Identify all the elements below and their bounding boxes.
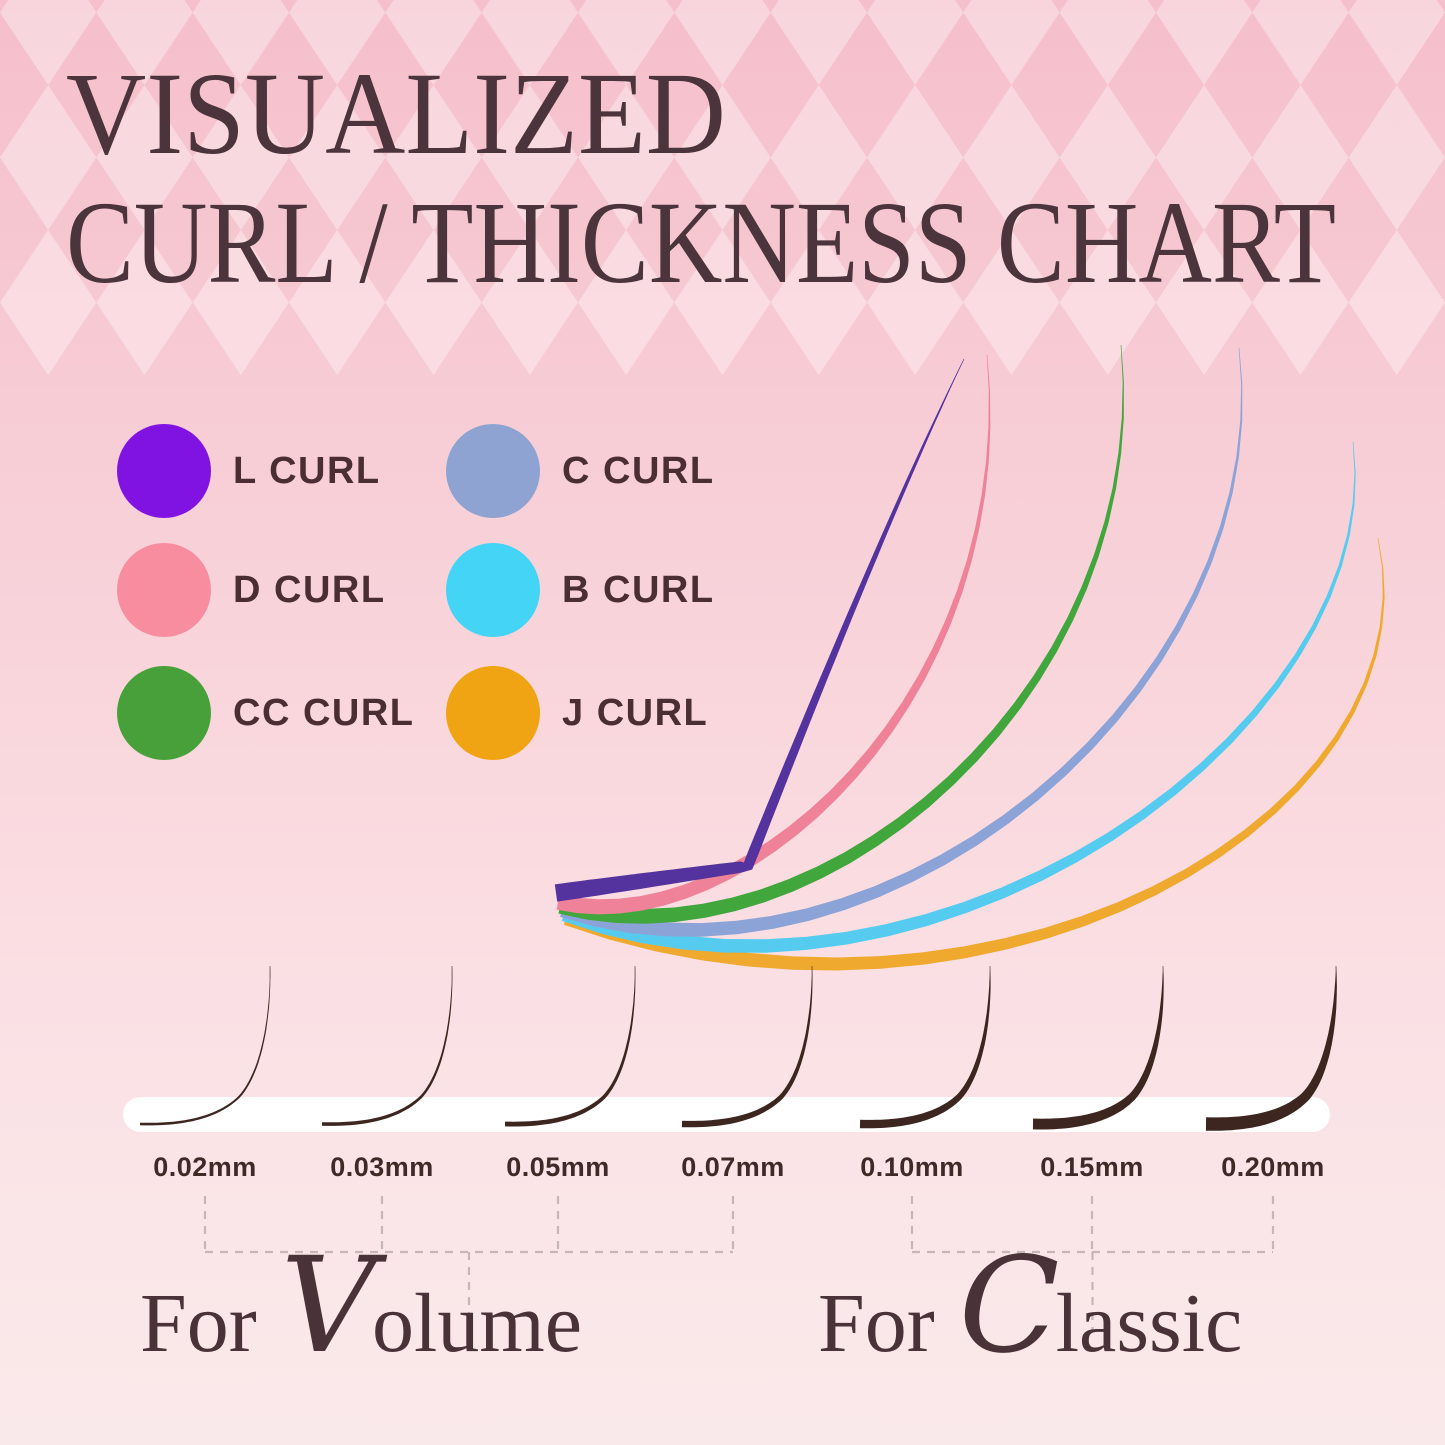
for-volume-initial: V	[280, 1229, 377, 1383]
legend-label: J CURL	[562, 691, 709, 734]
legend-item: C CURL	[446, 424, 715, 518]
thickness-label-4: 0.10mm	[860, 1152, 964, 1182]
for-volume-prefix: For	[140, 1277, 257, 1370]
thickness-label-6: 0.20mm	[1221, 1152, 1325, 1182]
page-title-line2: CURL / THICKNESS CHART	[66, 177, 1336, 308]
thickness-label-5: 0.15mm	[1040, 1152, 1144, 1182]
legend-label: C CURL	[562, 449, 715, 492]
legend-item: J CURL	[446, 666, 708, 760]
thickness-bar	[123, 1097, 1330, 1132]
thickness-label-0: 0.02mm	[153, 1152, 257, 1182]
legend-item: D CURL	[117, 543, 386, 637]
c-curl-swatch	[446, 424, 540, 518]
b-curl-swatch	[446, 543, 540, 637]
l-curl-swatch	[117, 424, 211, 518]
legend-item: B CURL	[446, 543, 715, 637]
for-classic-initial: C	[958, 1229, 1060, 1383]
for-classic-caption: For C lassic	[818, 1240, 1242, 1372]
d-curl-swatch	[117, 543, 211, 637]
legend-label: B CURL	[562, 568, 715, 611]
for-volume-rest: olume	[372, 1277, 582, 1370]
legend-label: L CURL	[233, 449, 381, 492]
legend-label: CC CURL	[233, 691, 415, 734]
for-volume-caption: For V olume	[140, 1240, 582, 1372]
diamond-pattern-band	[0, 0, 1445, 375]
thickness-label-1: 0.03mm	[330, 1152, 434, 1182]
legend-item: CC CURL	[117, 666, 414, 760]
for-classic-prefix: For	[818, 1277, 935, 1370]
thickness-label-3: 0.07mm	[681, 1152, 785, 1182]
cc-curl-swatch	[117, 666, 211, 760]
for-classic-rest: lassic	[1055, 1277, 1243, 1370]
legend-label: D CURL	[233, 568, 386, 611]
thickness-label-2: 0.05mm	[506, 1152, 610, 1182]
page-title-line1: VISUALIZED	[66, 48, 726, 179]
j-curl-swatch	[446, 666, 540, 760]
legend-item: L CURL	[117, 424, 381, 518]
